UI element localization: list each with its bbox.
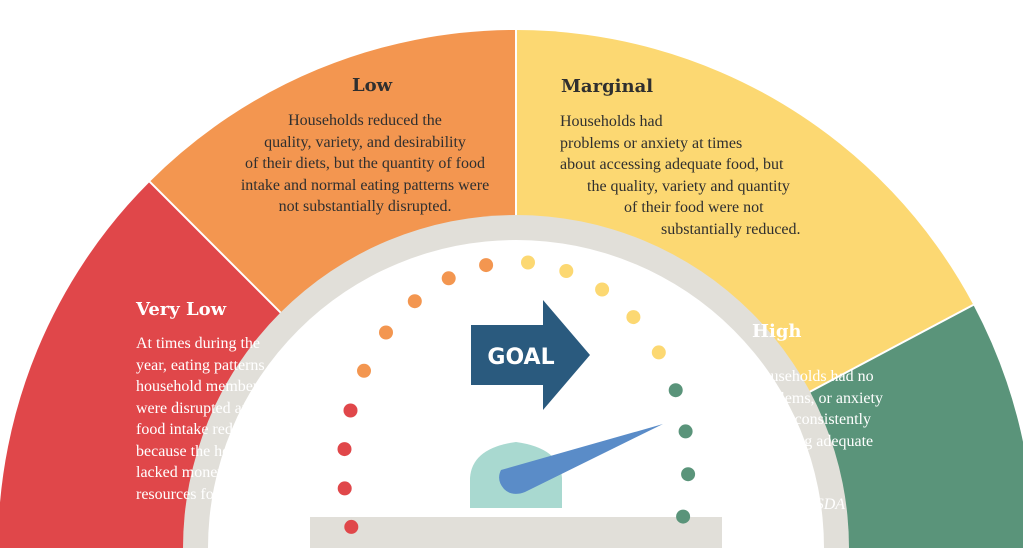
description-line: food intake reduced xyxy=(136,421,264,438)
gauge-dot xyxy=(595,282,610,297)
description-line: quality, variety, and desirability xyxy=(264,133,466,151)
gauge-dot xyxy=(668,383,683,398)
needle-pointer xyxy=(499,424,663,494)
gauge-needle xyxy=(470,424,663,508)
description-line: Households had xyxy=(560,113,663,130)
gauge-dot xyxy=(521,255,535,270)
gauge-face xyxy=(208,240,824,548)
description-line: about, consistently xyxy=(751,411,871,428)
description-line: lacked money or other xyxy=(136,464,280,481)
high-description: Households had no problems, or anxiety abo… xyxy=(751,366,911,474)
gauge-dots xyxy=(337,255,696,534)
description-line: substantially reduced. xyxy=(661,220,801,238)
gauge-dot xyxy=(337,442,352,457)
description-line: problems, or anxiety xyxy=(751,389,883,407)
gauge-rim xyxy=(183,215,849,548)
description-line: about accessing adequate food, but xyxy=(560,156,784,173)
gauge-dot xyxy=(357,363,371,378)
description-line: of their diets, but the quantity of food xyxy=(245,155,485,172)
high-title: High xyxy=(752,321,802,342)
description-line: household members xyxy=(136,378,265,395)
description-line: of their food were not xyxy=(624,199,764,216)
gauge-dot xyxy=(676,509,691,524)
description-line: not substantially disrupted. xyxy=(278,198,452,215)
description-line: resources for food. xyxy=(136,485,257,503)
low-description: Households reduced the quality, variety, … xyxy=(215,110,515,218)
gauge-dot xyxy=(651,345,666,360)
description-line: intake and normal eating patterns were xyxy=(240,176,490,194)
goal-label: GOAL xyxy=(487,345,554,370)
gauge-dot xyxy=(407,294,422,309)
description-line: Households reduced the xyxy=(288,112,442,129)
marginal-description: Households had problems or anxiety at tim… xyxy=(560,111,820,240)
description-line: food. xyxy=(751,454,785,471)
gauge-dot xyxy=(681,467,696,482)
goal-arrow: GOAL xyxy=(471,300,590,410)
gauge-dot xyxy=(379,325,393,340)
gauge-dot xyxy=(626,310,641,325)
gauge-dot xyxy=(441,271,456,286)
very-low-title: Very Low xyxy=(136,299,227,320)
gauge-dot xyxy=(337,481,352,496)
description-line: Households had no xyxy=(751,368,874,385)
goal-arrow-shape xyxy=(471,300,590,410)
description-line: were disrupted and xyxy=(136,399,258,417)
source-note: Source: USDA xyxy=(751,496,846,513)
description-line: because the household xyxy=(136,442,280,460)
description-line: accessing adequate xyxy=(751,432,874,450)
low-title: Low xyxy=(352,75,393,96)
marginal-title: Marginal xyxy=(561,76,654,97)
gauge-dot xyxy=(678,424,693,439)
very-low-description: At times during the year, eating patterns… xyxy=(136,333,306,505)
gauge-dot xyxy=(343,403,358,418)
gauge-dot xyxy=(559,264,574,278)
gauge-dot xyxy=(344,519,359,534)
description-line: the quality, variety and quantity xyxy=(587,177,790,195)
gauge-dot xyxy=(479,258,494,273)
description-line: year, eating patterns of xyxy=(136,356,282,374)
description-line: problems or anxiety at times xyxy=(560,134,743,152)
description-line: At times during the xyxy=(136,335,260,352)
gauge-base xyxy=(310,517,722,548)
